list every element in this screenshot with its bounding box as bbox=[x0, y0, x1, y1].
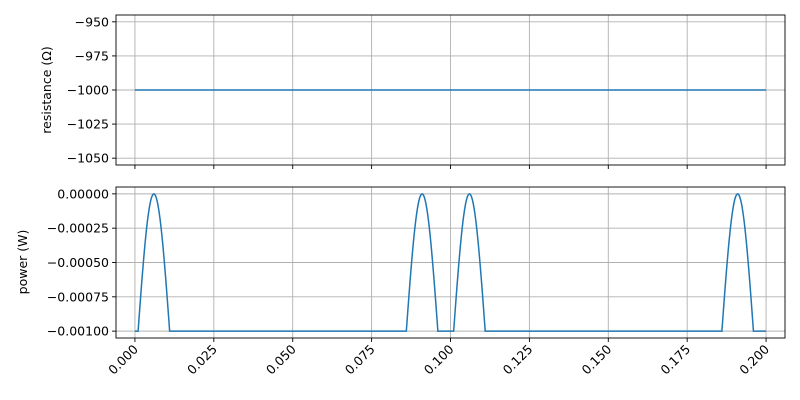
power-y-tick-label: −0.00075 bbox=[47, 289, 109, 304]
resistance-y-tick-label: −950 bbox=[75, 14, 109, 29]
resistance-y-tick-label: −1025 bbox=[67, 117, 109, 132]
resistance-y-tick-label: −1000 bbox=[67, 83, 109, 98]
power-y-tick-label: −0.00050 bbox=[47, 255, 109, 270]
resistance-panel: −950 −975 −1000 −1025 −1050 resistance (Ω) bbox=[39, 14, 786, 169]
power-y-tick-label: −0.00025 bbox=[47, 221, 109, 236]
power-y-ticks: 0.00000 −0.00025 −0.00050 −0.00075 −0.00100 bbox=[47, 186, 116, 339]
power-y-axis-label: power (W) bbox=[15, 230, 30, 295]
resistance-x-ticks bbox=[134, 165, 767, 169]
power-series-line bbox=[134, 193, 767, 332]
resistance-y-tick-label: −1050 bbox=[67, 151, 109, 166]
resistance-y-tick-label: −975 bbox=[75, 48, 109, 63]
power-y-tick-label: −0.00100 bbox=[47, 324, 109, 339]
resistance-y-ticks: −950 −975 −1000 −1025 −1050 bbox=[67, 14, 116, 166]
resistance-y-axis-label: resistance (Ω) bbox=[39, 46, 54, 133]
power-y-tick-label: 0.00000 bbox=[57, 186, 109, 201]
